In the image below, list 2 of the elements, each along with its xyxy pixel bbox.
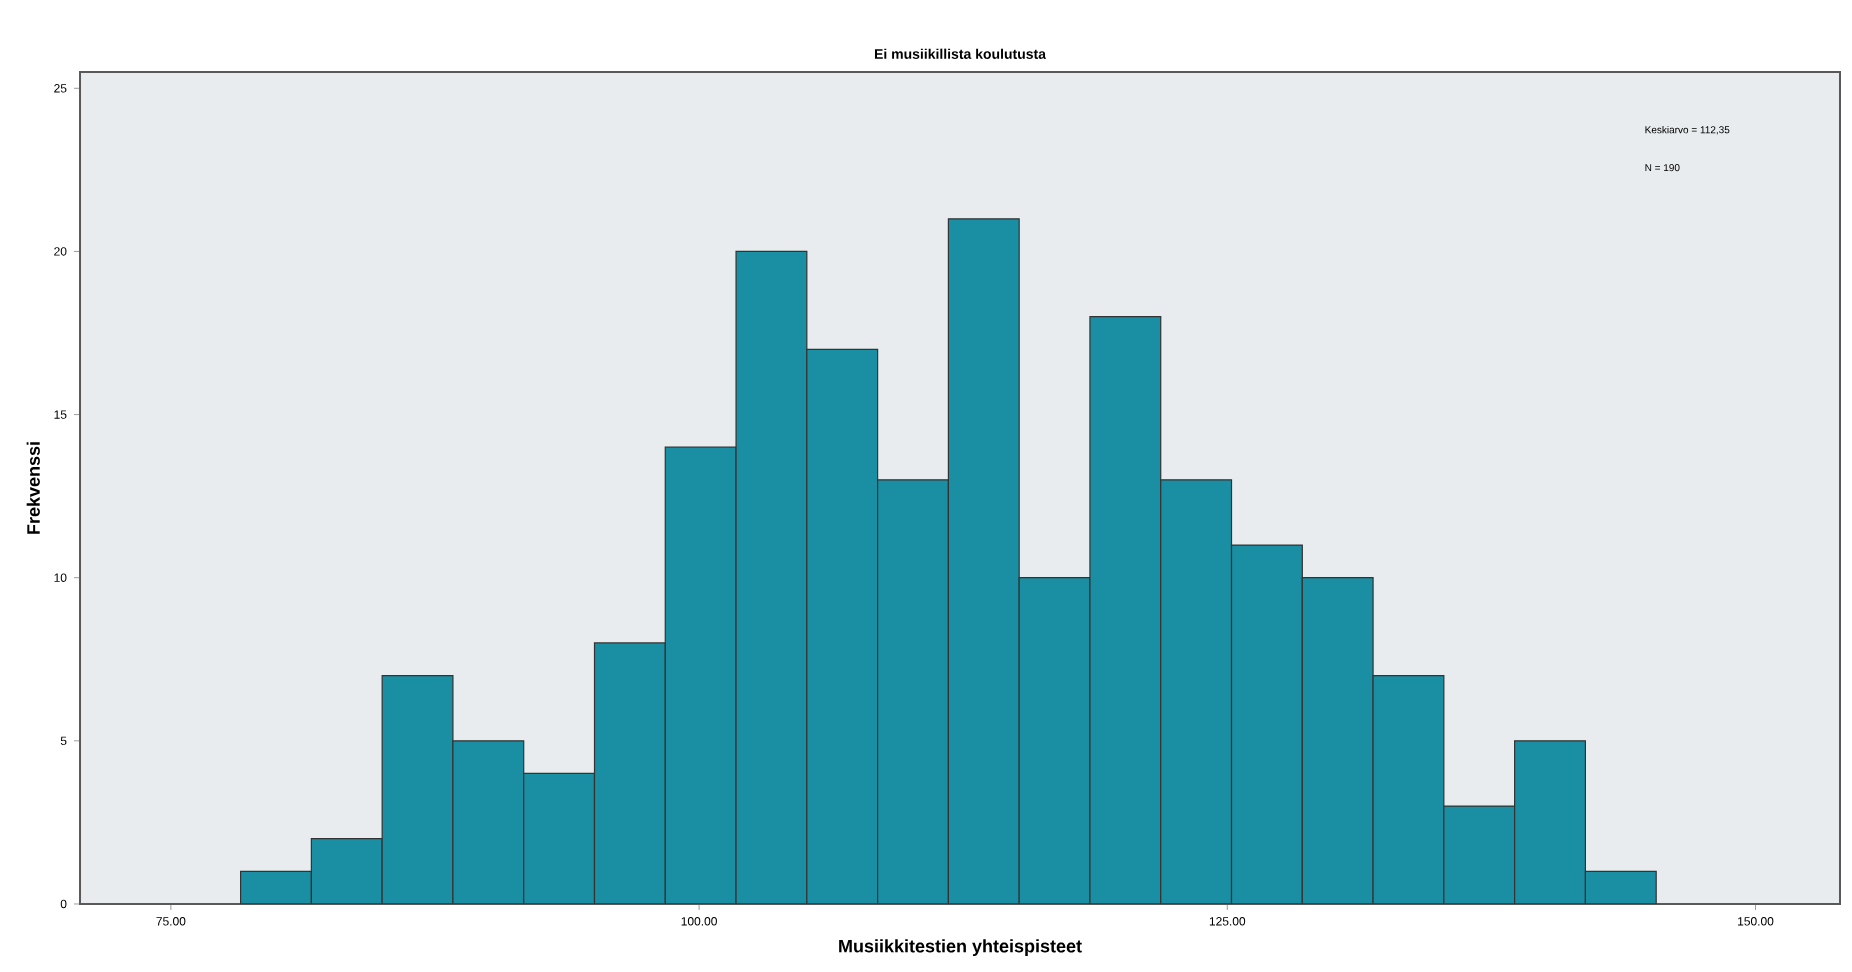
x-axis-title: Musiikkitestien yhteispisteet bbox=[839, 939, 1082, 957]
y-axis-title: Frekvenssi bbox=[26, 442, 40, 534]
